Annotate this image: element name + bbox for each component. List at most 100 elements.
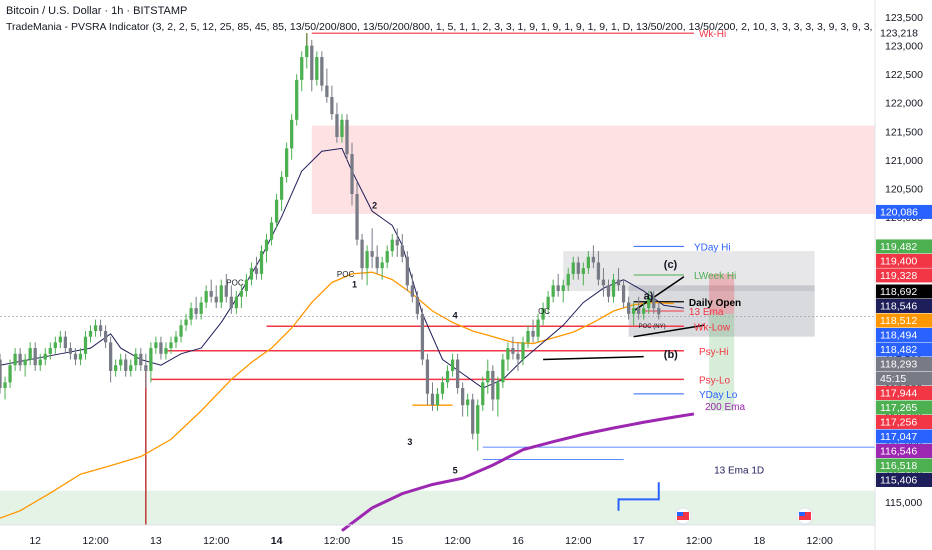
zone-0 — [311, 125, 886, 214]
annotation-12: 13 Ema 1D — [714, 466, 764, 477]
price-label-bg — [876, 342, 932, 357]
candle-body — [264, 239, 269, 252]
candle-body — [68, 348, 73, 354]
candle-body — [405, 256, 409, 286]
indicator-legend[interactable]: TradeMania - PVSRA Indicator (3, 2, 2, 5… — [6, 21, 876, 33]
candle-body — [325, 85, 329, 98]
us-flag-icon — [799, 512, 805, 516]
candle-body — [601, 279, 606, 286]
candle-body — [345, 119, 349, 155]
y-tick-label: 121,000 — [885, 155, 923, 167]
candle-body — [410, 285, 414, 297]
candle-body — [551, 285, 555, 297]
candle-body — [18, 353, 22, 366]
price-label-bg — [876, 204, 932, 219]
price-label-bg — [876, 298, 932, 313]
candle-body — [606, 285, 611, 297]
x-tick-label: 18 — [753, 535, 765, 547]
candle-body — [642, 308, 646, 314]
y-tick-label: 120,500 — [885, 183, 923, 195]
candle-body — [3, 382, 7, 389]
ema-200-line — [341, 412, 695, 532]
price-label-bg — [876, 356, 932, 371]
candle-body — [466, 399, 470, 406]
x-tick-label: 14 — [271, 535, 283, 547]
candle-body — [621, 285, 626, 303]
candle-body — [566, 273, 570, 286]
candle-body — [420, 313, 425, 360]
candle-body — [455, 359, 460, 389]
candle-body — [581, 268, 585, 274]
candle-body — [98, 325, 103, 331]
annotation-3: POC (NY) — [639, 324, 666, 330]
candle-body — [516, 353, 520, 360]
trendline-0 — [633, 276, 685, 312]
candle-body — [290, 119, 294, 149]
trendline-1 — [633, 324, 705, 338]
candle-body — [486, 370, 490, 383]
13-ema-label: 13 Ema — [689, 307, 724, 318]
candle-body — [586, 256, 590, 269]
annotation-0: POC — [226, 278, 244, 287]
price-label-bg — [876, 268, 932, 283]
candle-body — [546, 296, 550, 309]
x-tick-label: 12 — [29, 535, 41, 547]
annotation-9: a) — [644, 291, 654, 303]
candle-body — [541, 308, 545, 320]
psy-lo-label: Psy-Lo — [699, 375, 731, 386]
candle-body — [28, 348, 32, 360]
annotation-10: (c) — [664, 259, 678, 271]
x-tick-label: 15 — [391, 535, 403, 547]
price-label: 123,218 — [880, 28, 918, 40]
price-label: 118,546 — [880, 300, 917, 312]
candle-body — [657, 308, 661, 315]
candle-body — [320, 57, 324, 86]
candle-body — [189, 308, 193, 320]
candle-body — [154, 342, 158, 349]
candle-body — [561, 285, 565, 292]
candle-body — [169, 342, 173, 349]
x-tick-label: 12:00 — [565, 535, 591, 547]
candle-body — [435, 393, 440, 406]
candle-body — [103, 330, 108, 343]
candle-body — [244, 279, 249, 292]
candle-body — [43, 353, 47, 360]
x-tick-label: 12:00 — [444, 535, 470, 547]
candle-body — [576, 262, 580, 274]
candle-body — [38, 359, 42, 366]
candle-body — [556, 285, 560, 292]
price-label: 120,086 — [880, 206, 918, 218]
price-label-bg — [876, 414, 932, 429]
candle-body — [380, 262, 384, 269]
candle-body — [340, 119, 344, 137]
candle-body — [506, 348, 510, 360]
candle-body — [33, 348, 37, 366]
price-label-bg — [876, 458, 932, 473]
candle-body — [481, 382, 485, 406]
price-label: 116,518 — [880, 460, 917, 472]
candle-body — [239, 291, 244, 297]
candle-body — [647, 296, 651, 309]
candle-body — [511, 348, 515, 354]
candle-body — [114, 365, 118, 371]
y-tick-label: 123,500 — [885, 12, 923, 24]
candle-body — [445, 370, 450, 383]
zone-4 — [709, 313, 735, 411]
chart-title: Bitcoin / U.S. Dollar · 1h · BITSTAMP — [6, 5, 188, 17]
price-label: 117,047 — [880, 431, 917, 443]
candle-body — [616, 279, 621, 286]
price-label: 118,692 — [880, 286, 917, 298]
y-tick-label: 121,500 — [885, 126, 923, 138]
price-label: 118,293 — [880, 358, 917, 370]
x-tick-label: 16 — [512, 535, 524, 547]
candle-body — [8, 365, 12, 383]
candle-body — [144, 365, 148, 371]
candle-body — [134, 353, 138, 366]
candle-body — [139, 353, 143, 366]
price-label: 115,406 — [880, 474, 917, 486]
candle-body — [0, 359, 2, 389]
candle-body — [23, 359, 27, 366]
candle-body — [521, 342, 525, 360]
